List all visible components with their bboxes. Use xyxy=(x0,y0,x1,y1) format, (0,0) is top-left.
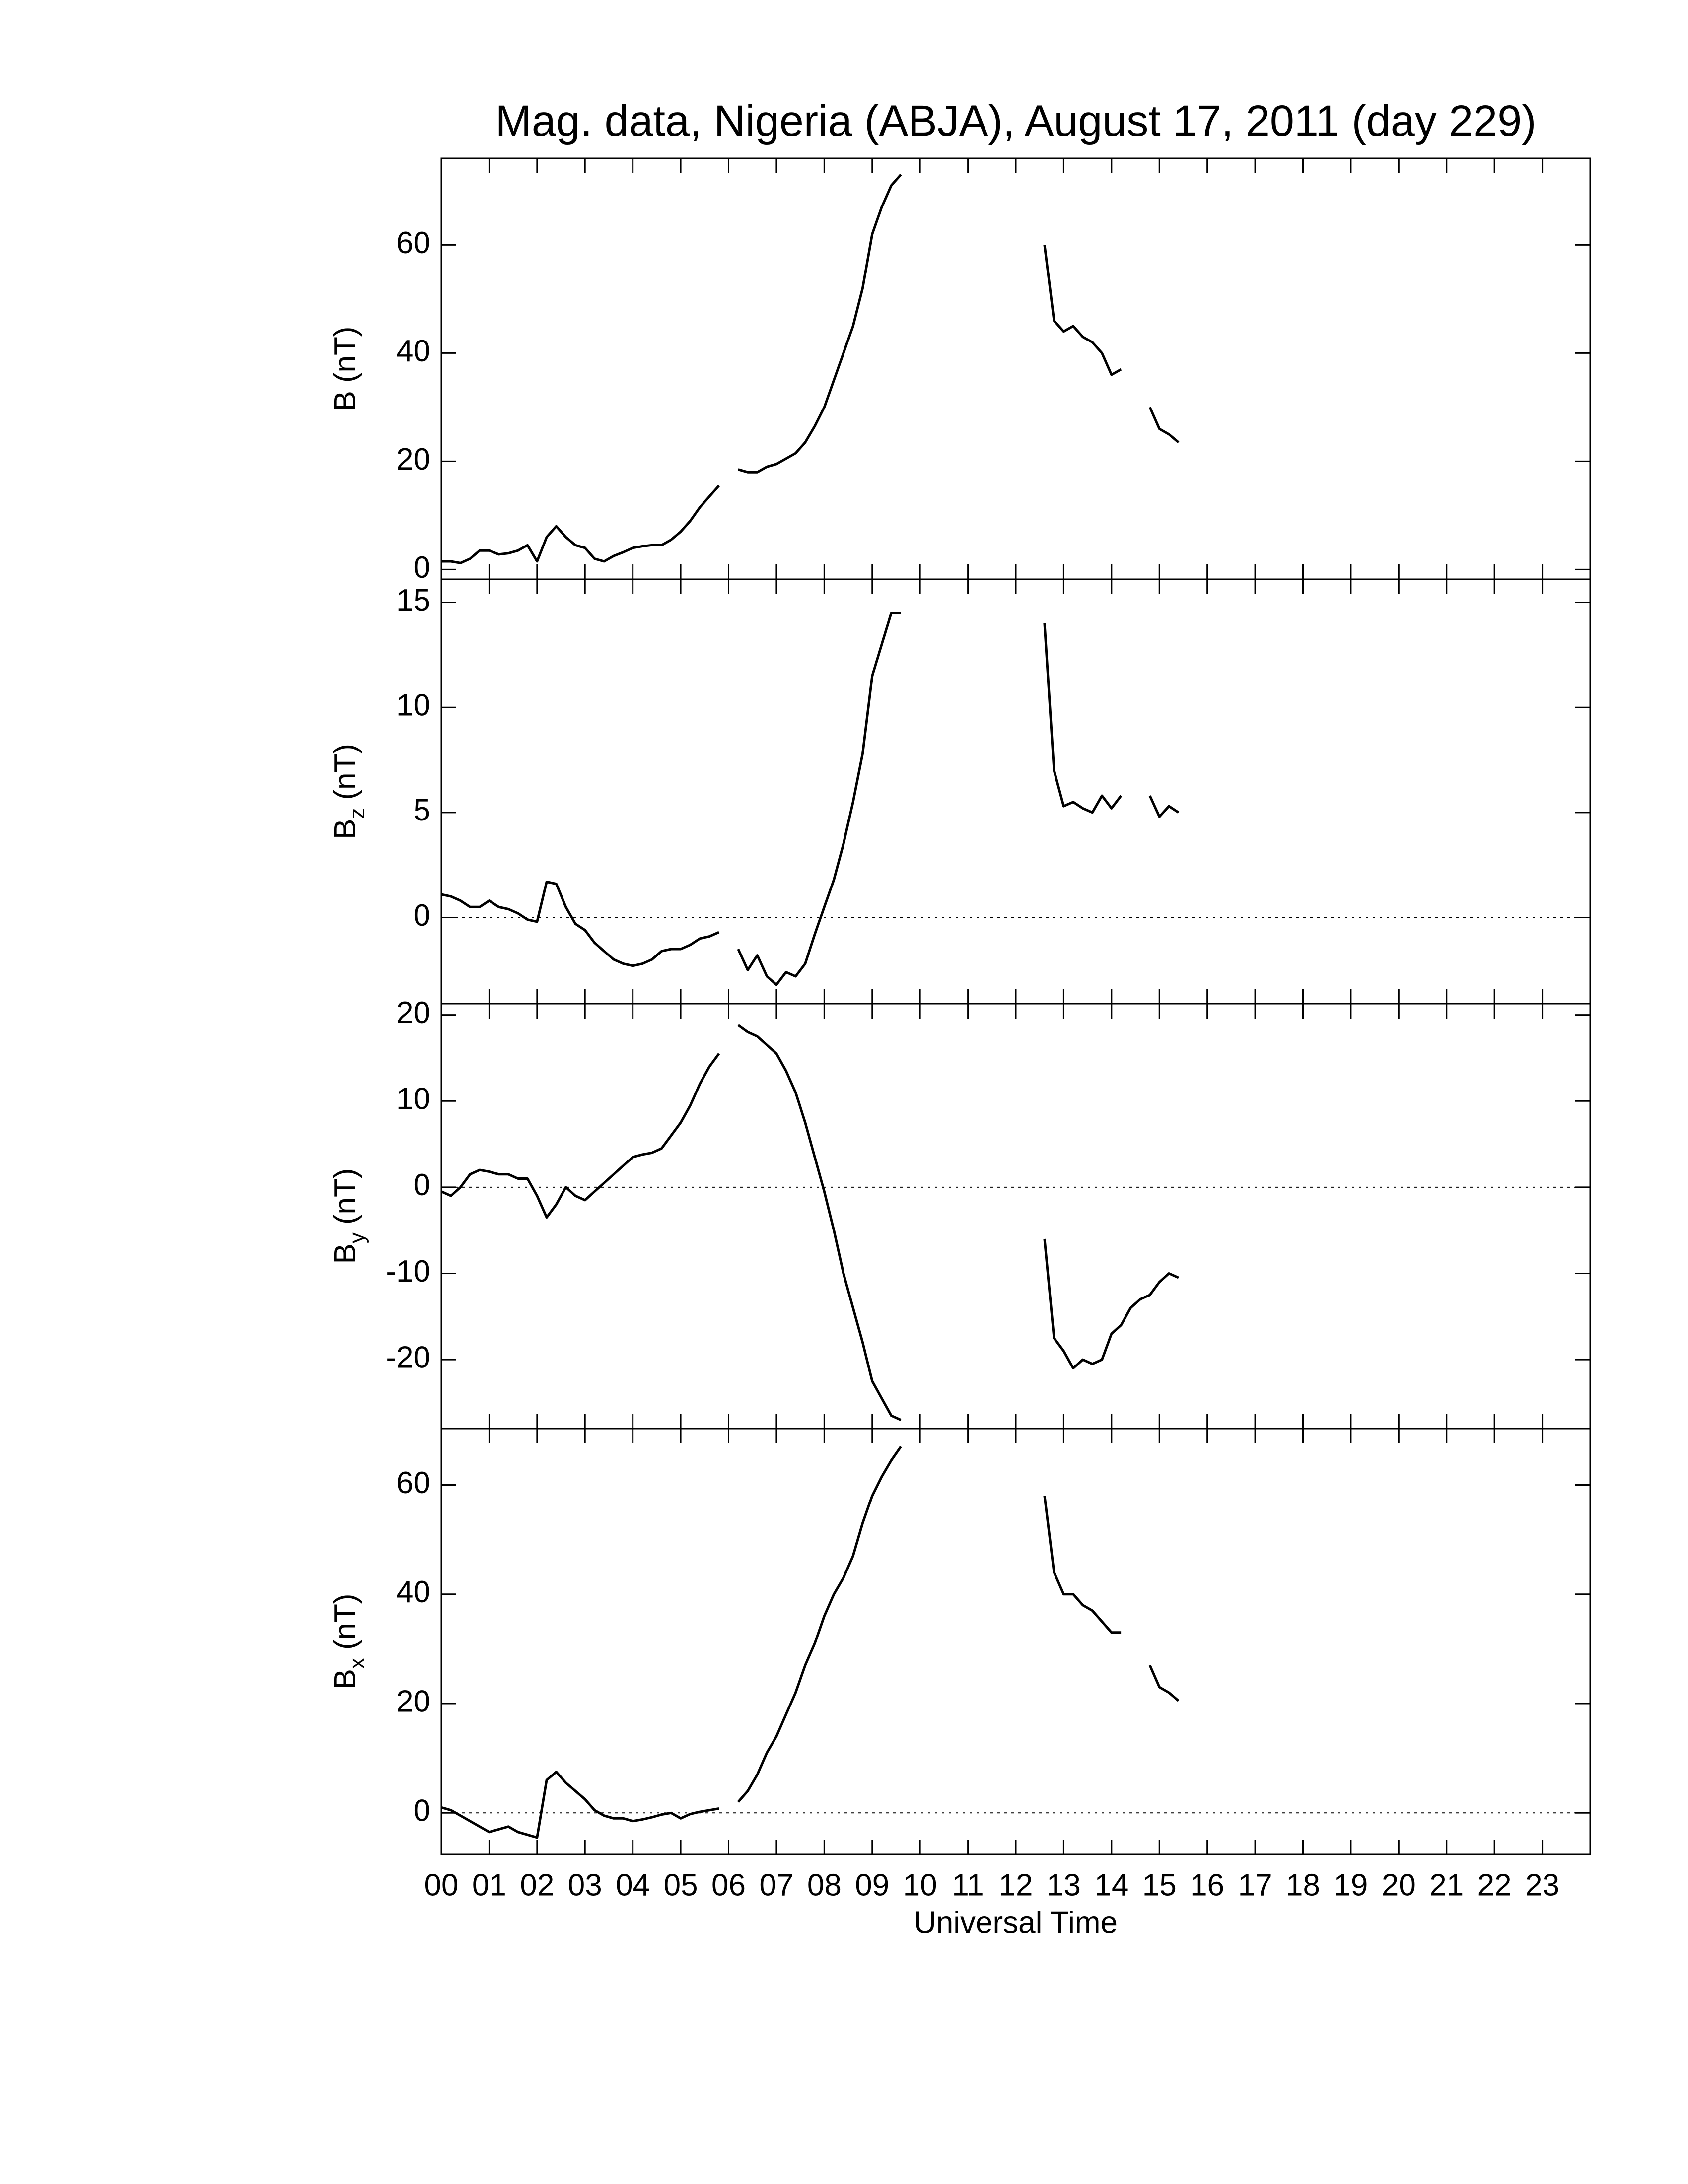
y-tick-label: 60 xyxy=(396,226,430,260)
x-tick-label: 23 xyxy=(1525,1868,1559,1902)
data-line xyxy=(441,612,1180,986)
x-tick-label: 19 xyxy=(1334,1868,1368,1902)
x-tick-label: 08 xyxy=(807,1868,842,1902)
x-tick-label: 09 xyxy=(855,1868,889,1902)
x-tick-label: 02 xyxy=(520,1868,554,1902)
y-tick-label: 20 xyxy=(396,996,430,1030)
y-tick-label: 0 xyxy=(414,898,430,933)
x-tick-label: 01 xyxy=(472,1868,506,1902)
x-tick-label: 04 xyxy=(616,1868,650,1902)
y-tick-label: 60 xyxy=(396,1466,430,1500)
y-label-main: B xyxy=(328,1243,362,1264)
panel-frame xyxy=(440,157,1591,580)
y-tick-label: 0 xyxy=(414,550,430,585)
y-tick-label: 10 xyxy=(396,688,430,723)
panel-frame xyxy=(440,1428,1591,1855)
y-tick-label: 0 xyxy=(414,1794,430,1828)
x-tick-label: 11 xyxy=(952,1868,984,1902)
y-tick-label: 15 xyxy=(396,583,430,617)
y-tick-label: 40 xyxy=(396,1575,430,1609)
y-tick-label: 20 xyxy=(396,1684,430,1718)
y-axis-label: B (nT) xyxy=(328,326,362,411)
y-tick-label: -20 xyxy=(386,1340,430,1374)
data-line xyxy=(441,174,1180,564)
x-tick-label: 13 xyxy=(1047,1868,1081,1902)
x-tick-label: 00 xyxy=(424,1868,459,1902)
y-axis-label: Bx (nT) xyxy=(328,1593,369,1689)
x-tick-label: 21 xyxy=(1429,1868,1464,1902)
y-label-sub: x xyxy=(345,1658,369,1669)
y-tick-label: 20 xyxy=(396,442,430,477)
y-label-main: B xyxy=(328,819,362,839)
y-label-sub: y xyxy=(345,1232,369,1243)
y-tick-label: 40 xyxy=(396,334,430,368)
x-tick-label: 03 xyxy=(568,1868,602,1902)
y-label-unit: (nT) xyxy=(328,326,362,383)
data-line xyxy=(440,1024,1179,1421)
data-line xyxy=(441,1445,1180,1839)
y-axis-label: By (nT) xyxy=(328,1168,369,1264)
x-tick-label: 06 xyxy=(711,1868,746,1902)
x-tick-label: 15 xyxy=(1142,1868,1177,1902)
y-tick-label: 10 xyxy=(396,1082,430,1116)
y-tick-label: 5 xyxy=(414,793,430,827)
x-tick-label: 18 xyxy=(1286,1868,1320,1902)
x-tick-label: 22 xyxy=(1477,1868,1512,1902)
y-label-unit: (nT) xyxy=(328,1168,362,1225)
y-tick-label: -10 xyxy=(386,1254,430,1289)
x-tick-label: 14 xyxy=(1094,1868,1128,1902)
y-axis-label: Bz (nT) xyxy=(328,744,369,839)
y-label-main: B xyxy=(328,1669,362,1689)
x-tick-label: 16 xyxy=(1190,1868,1224,1902)
y-label-main: B xyxy=(328,391,362,411)
x-tick-label: 10 xyxy=(903,1868,937,1902)
y-label-sub: z xyxy=(345,808,369,819)
x-tick-label: 05 xyxy=(664,1868,698,1902)
y-label-unit: (nT) xyxy=(328,744,362,800)
panel-frame xyxy=(440,1003,1591,1430)
y-tick-label: 0 xyxy=(414,1168,430,1202)
x-tick-label: 17 xyxy=(1238,1868,1272,1902)
x-tick-label: 07 xyxy=(759,1868,793,1902)
x-axis-label: Universal Time xyxy=(914,1906,1118,1940)
x-tick-label: 12 xyxy=(999,1868,1033,1902)
panel-frame xyxy=(440,578,1591,1005)
y-label-unit: (nT) xyxy=(328,1593,362,1650)
x-tick-label: 20 xyxy=(1382,1868,1416,1902)
chart-title: Mag. data, Nigeria (ABJA), August 17, 20… xyxy=(495,96,1537,145)
